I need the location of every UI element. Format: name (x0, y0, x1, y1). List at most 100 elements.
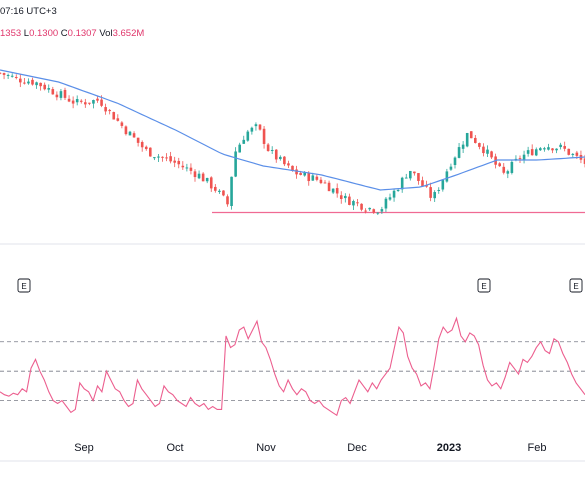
candle-body (108, 110, 111, 112)
time-axis[interactable]: Sep Oct Nov Dec 2023 Feb (74, 442, 546, 454)
candle-body (457, 147, 461, 158)
candle-body (433, 192, 436, 199)
candle-body (315, 176, 319, 180)
candle-body (539, 148, 542, 151)
candle-body (283, 156, 286, 165)
candle-body (124, 126, 128, 135)
candle-body (149, 147, 152, 157)
candle-body (189, 167, 193, 171)
candle-body (388, 197, 392, 200)
candle-body (445, 171, 449, 182)
candle-body (319, 179, 323, 184)
oscillator-line (0, 316, 585, 417)
candle-body (205, 177, 209, 182)
candle-body (250, 127, 254, 132)
candle-body (567, 148, 571, 155)
moving-average-line (0, 69, 585, 191)
candle-body (266, 144, 270, 152)
candle-body (563, 146, 566, 149)
candle-body (140, 142, 144, 148)
candle-body (23, 82, 26, 84)
candle-body (376, 212, 380, 214)
candle-body (360, 203, 363, 210)
candle-body (96, 98, 99, 101)
candle-body (384, 198, 388, 209)
candle-body (185, 167, 189, 169)
candle-body (0, 72, 2, 74)
candle-body (323, 182, 327, 184)
candle-body (311, 175, 315, 181)
candle-body (368, 207, 371, 210)
candle-body (201, 173, 205, 182)
candle-body (543, 148, 546, 150)
candle-body (307, 172, 311, 182)
candle-body (27, 81, 30, 84)
candle-body (291, 165, 294, 172)
candle-body (441, 180, 445, 190)
candle-body (35, 82, 38, 86)
candle-body (506, 171, 510, 174)
ohlc-readout: 1353 L0.1300 C0.1307 Vol3.652M (0, 28, 144, 39)
candle-body (453, 157, 457, 166)
candle-body (71, 100, 75, 104)
candle-body (469, 131, 473, 139)
earnings-marker-label: E (573, 282, 578, 291)
candle-body (526, 150, 530, 154)
candle-body (136, 137, 140, 143)
candle-body (67, 98, 71, 102)
candle-body (421, 180, 424, 187)
candle-body (209, 177, 213, 189)
candle-body (112, 112, 116, 120)
time-axis-tick: Dec (347, 442, 367, 454)
earnings-marker-label: E (21, 282, 26, 291)
candle-body (181, 165, 185, 168)
candle-body (51, 89, 55, 95)
time-axis-tick: Feb (528, 442, 547, 454)
candle-body (478, 143, 481, 147)
candle-body (461, 144, 465, 149)
candle-body (571, 153, 575, 155)
candle-body (59, 91, 63, 98)
candle-body (88, 102, 91, 104)
earnings-marker[interactable]: E (477, 278, 491, 293)
ohlc-open-partial: 1353 (0, 28, 22, 39)
candle-body (84, 102, 87, 105)
candle-body (173, 160, 176, 163)
candle-body (161, 156, 164, 158)
candle-body (555, 148, 558, 151)
ohlc-low-value: 0.1300 (29, 28, 59, 39)
candle-body (197, 173, 201, 179)
ohlc-vol-label: Vol (99, 28, 113, 39)
candle-body (449, 166, 453, 170)
candle-body (413, 171, 416, 174)
earnings-marker-box (569, 278, 583, 293)
earnings-marker[interactable]: E (569, 278, 583, 293)
candle-body (132, 133, 136, 138)
time-axis-tick: 2023 (437, 442, 461, 454)
candle-body (522, 154, 526, 160)
candle-body (79, 100, 83, 102)
earnings-marker-box (17, 278, 31, 293)
candle-body (335, 188, 339, 194)
candle-body (339, 195, 343, 199)
candle-body (234, 151, 237, 177)
candle-body (246, 131, 250, 141)
earnings-marker[interactable]: E (17, 278, 31, 293)
candle-body (258, 124, 262, 130)
candle-body (344, 195, 347, 199)
candle-body (6, 74, 10, 76)
candle-body (128, 131, 132, 136)
candle-body (380, 209, 384, 212)
ohlc-close-label: C (60, 28, 68, 39)
candle-body (583, 158, 585, 164)
candle-body (47, 88, 51, 90)
ohlc-low-label: L (23, 28, 30, 39)
candle-body (116, 118, 120, 121)
candle-body (502, 166, 506, 173)
candle-body (153, 157, 156, 159)
candle-body (287, 163, 290, 166)
candle-body (534, 149, 538, 156)
oscillator-pane (0, 316, 585, 417)
candle-body (104, 107, 107, 112)
